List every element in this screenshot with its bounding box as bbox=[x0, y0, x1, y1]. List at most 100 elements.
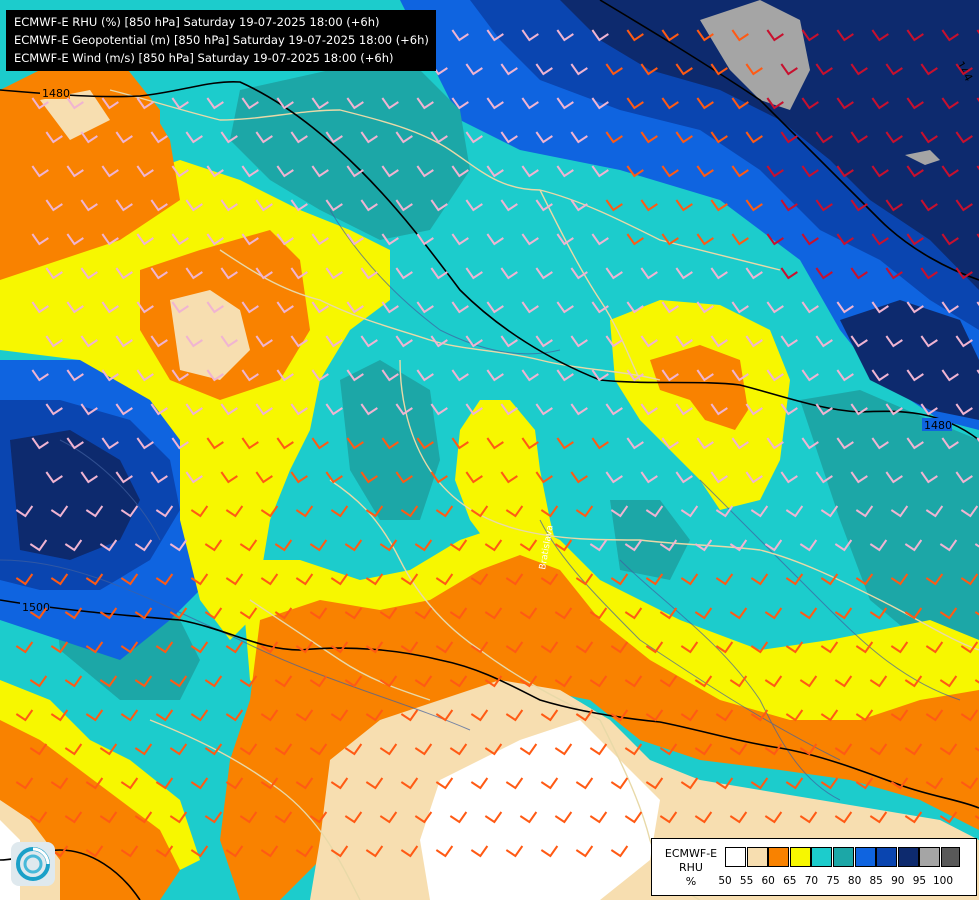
wind-barb-icon bbox=[906, 165, 924, 178]
wind-barb-icon bbox=[414, 607, 433, 620]
wind-barb-icon bbox=[220, 131, 238, 144]
wind-barb-icon bbox=[484, 607, 503, 620]
wind-barb-icon bbox=[29, 811, 48, 824]
wind-barb-icon bbox=[470, 641, 489, 654]
wind-barb-icon bbox=[29, 743, 48, 756]
wind-barb-icon bbox=[710, 335, 728, 348]
wind-barb-icon bbox=[834, 811, 853, 824]
wind-barb-icon bbox=[171, 165, 189, 178]
wind-barb-icon bbox=[171, 301, 189, 314]
wind-barb-icon bbox=[206, 301, 224, 314]
wind-barb-icon bbox=[820, 573, 839, 586]
wind-barb-icon bbox=[535, 335, 553, 348]
wind-barb-icon bbox=[799, 607, 818, 620]
wind-barb-icon bbox=[906, 29, 924, 42]
wind-barb-icon bbox=[255, 267, 273, 280]
wind-barb-icon bbox=[276, 437, 294, 450]
wind-barb-icon bbox=[904, 811, 923, 824]
wind-barb-icon bbox=[155, 505, 174, 518]
wind-barb-icon bbox=[150, 403, 168, 416]
wind-barb-icon bbox=[766, 97, 784, 110]
wind-barb-icon bbox=[185, 131, 203, 144]
wind-barb-icon bbox=[206, 233, 224, 246]
wind-barb-icon bbox=[645, 709, 664, 722]
wind-barb-icon bbox=[99, 607, 118, 620]
wind-barb-icon bbox=[365, 573, 384, 586]
wind-barb-icon bbox=[640, 63, 658, 76]
wind-barb-icon bbox=[960, 505, 979, 518]
wind-barb-icon bbox=[470, 777, 489, 790]
wind-barb-icon bbox=[939, 811, 958, 824]
wind-barb-icon bbox=[416, 165, 434, 178]
wind-barb-icon bbox=[414, 675, 433, 688]
wind-barb-icon bbox=[260, 573, 279, 586]
wind-barb-icon bbox=[820, 709, 839, 722]
wind-barb-icon bbox=[535, 199, 553, 212]
wind-barb-icon bbox=[274, 743, 293, 756]
wind-barb-icon bbox=[645, 505, 664, 518]
legend-label: 55 bbox=[739, 875, 754, 887]
wind-barb-icon bbox=[486, 165, 504, 178]
wind-barb-icon bbox=[589, 539, 608, 552]
legend-swatch bbox=[941, 847, 960, 867]
wind-barb-icon bbox=[451, 165, 469, 178]
wind-barb-icon bbox=[185, 267, 203, 280]
wind-barb-icon bbox=[710, 403, 728, 416]
legend-swatch bbox=[789, 847, 811, 867]
wind-barb-icon bbox=[45, 471, 63, 484]
wind-barb-icon bbox=[276, 97, 294, 110]
wind-barb-icon bbox=[640, 335, 658, 348]
wind-barb-icon bbox=[66, 437, 84, 450]
wind-barb-icon bbox=[661, 29, 679, 42]
wind-barb-icon bbox=[150, 131, 168, 144]
wind-barb-icon bbox=[344, 607, 363, 620]
wind-barb-icon bbox=[554, 607, 573, 620]
borders bbox=[109, 89, 979, 900]
wind-barb-icon bbox=[80, 199, 98, 212]
wind-barb-icon bbox=[659, 743, 678, 756]
wind-barb-icon bbox=[556, 437, 574, 450]
legend-title: ECMWF-E RHU % bbox=[656, 847, 726, 889]
wind-barb-icon bbox=[554, 539, 573, 552]
wind-barb-icon bbox=[325, 403, 343, 416]
wind-barb-icon bbox=[400, 505, 419, 518]
wind-barb-icon bbox=[134, 607, 153, 620]
wind-barb-icon bbox=[570, 335, 588, 348]
wind-barb-icon bbox=[920, 199, 938, 212]
wind-barb-icon bbox=[45, 131, 63, 144]
wind-barb-icon bbox=[31, 233, 49, 246]
wind-barb-icon bbox=[855, 709, 874, 722]
wind-barb-icon bbox=[696, 301, 714, 314]
wind-barb-icon bbox=[360, 267, 378, 280]
wind-barb-icon bbox=[136, 369, 154, 382]
wind-barb-icon bbox=[570, 403, 588, 416]
wind-barb-icon bbox=[785, 777, 804, 790]
wind-barb-icon bbox=[941, 301, 959, 314]
wind-barb-icon bbox=[521, 369, 539, 382]
wind-barb-icon bbox=[680, 641, 699, 654]
wind-barb-icon bbox=[939, 607, 958, 620]
wind-barb-icon bbox=[400, 777, 419, 790]
wind-barb-icon bbox=[325, 131, 343, 144]
wind-barb-icon bbox=[871, 29, 889, 42]
wind-barb-icon bbox=[591, 369, 609, 382]
wind-barb-icon bbox=[521, 437, 539, 450]
wind-barb-icon bbox=[120, 573, 139, 586]
wind-barb-icon bbox=[225, 641, 244, 654]
wind-barb-icon bbox=[710, 131, 728, 144]
wind-barb-icon bbox=[101, 165, 119, 178]
contour-label: 1480 bbox=[42, 87, 70, 100]
wind-barb-icon bbox=[66, 165, 84, 178]
wind-barb-icon bbox=[155, 573, 174, 586]
wind-barbs bbox=[15, 29, 979, 858]
wind-barb-icon bbox=[115, 403, 133, 416]
wind-barb-icon bbox=[820, 641, 839, 654]
wind-barb-icon bbox=[890, 777, 909, 790]
wind-barb-icon bbox=[171, 437, 189, 450]
wind-barb-icon bbox=[274, 811, 293, 824]
wind-barb-icon bbox=[766, 301, 784, 314]
wind-barb-icon bbox=[785, 641, 804, 654]
wind-barb-icon bbox=[661, 97, 679, 110]
wind-barb-icon bbox=[766, 233, 784, 246]
